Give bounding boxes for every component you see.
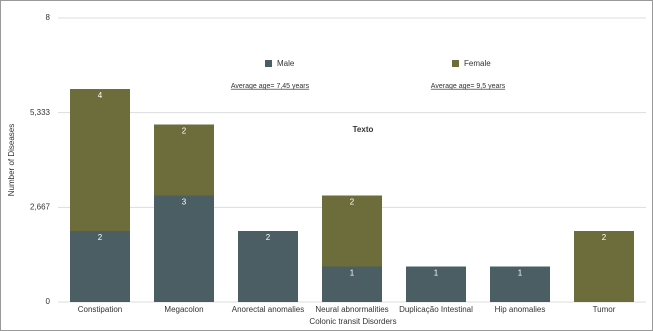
data-label: 1	[434, 269, 439, 278]
x-tick-label: Anorectal anomalies	[232, 305, 304, 314]
annotation: Average age= 9,5 years	[431, 83, 506, 90]
legend-label: Female	[464, 59, 491, 68]
y-axis-label: Number of Diseases	[7, 124, 16, 196]
bar-segment	[154, 124, 214, 196]
bar-segment	[490, 266, 550, 302]
x-tick-label: Megacolon	[164, 305, 203, 314]
data-label: 2	[266, 233, 271, 242]
data-label: 4	[98, 91, 103, 100]
data-label: 2	[602, 233, 607, 242]
legend-swatch	[452, 60, 459, 67]
data-label: 2	[98, 233, 103, 242]
data-label: 2	[182, 127, 187, 136]
data-label: 3	[182, 198, 187, 207]
annotation: Texto	[353, 125, 374, 134]
x-tick-label: Neural abnormalities	[315, 305, 388, 314]
legend-label: Male	[277, 59, 295, 68]
bar-segment	[322, 266, 382, 302]
y-tick-label: 5,333	[30, 108, 51, 117]
bar-segment	[70, 231, 130, 302]
x-tick-label: Duplicação Intestinal	[399, 305, 473, 314]
data-label: 2	[350, 198, 355, 207]
legend-swatch	[265, 60, 272, 67]
y-tick-label: 2,667	[30, 202, 51, 211]
x-tick-label: Tumor	[593, 305, 616, 314]
bar-segment	[154, 195, 214, 302]
bar-segment	[70, 89, 130, 231]
bar-segment	[574, 231, 634, 302]
y-tick-label: 8	[46, 13, 51, 22]
bar-segment	[322, 195, 382, 267]
y-tick-label: 0	[46, 297, 51, 306]
x-axis-label: Colonic transit Disorders	[309, 317, 396, 326]
x-tick-label: Hip anomalies	[495, 305, 546, 314]
annotation: Average age= 7,45 years	[231, 83, 310, 90]
data-label: 1	[350, 269, 355, 278]
data-label: 1	[518, 269, 523, 278]
bar-segment	[406, 266, 466, 302]
x-tick-label: Constipation	[78, 305, 122, 314]
bar-segment	[238, 231, 298, 302]
